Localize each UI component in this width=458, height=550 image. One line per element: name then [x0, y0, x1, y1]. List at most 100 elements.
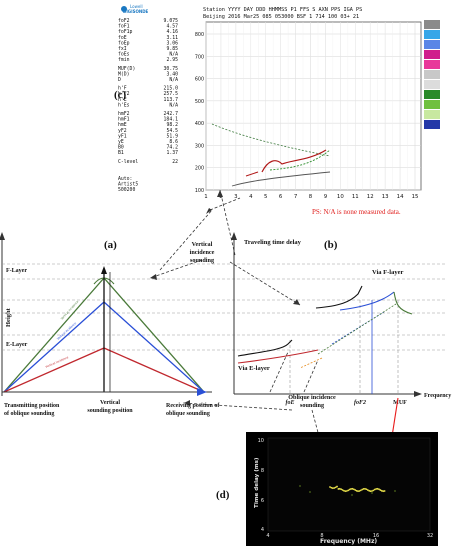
echo-dot [337, 488, 340, 490]
f-layer-label: F-Layer [6, 268, 27, 274]
x-tick-label: 4 [249, 194, 253, 200]
legend-box [424, 30, 440, 39]
param-key: foEp [118, 40, 130, 46]
via-f-label: Via F-layer [372, 269, 403, 276]
vertical-position-label-1: Vertical [100, 400, 120, 406]
echo-dot [373, 488, 376, 491]
d-ytick-10: 10 [258, 438, 264, 444]
echo-dot [358, 490, 361, 492]
echo-dot [366, 489, 369, 491]
param-value: 51.9 [166, 133, 178, 139]
x-tick-label: 3 [234, 194, 237, 200]
param-key: hmE [118, 122, 127, 128]
x-tick-label: 12 [367, 194, 374, 200]
ionogram-x-ticks: 123456789101112131415 [204, 194, 418, 200]
logo-bottom: DIGISONDE [123, 9, 149, 14]
echo-dot [368, 489, 371, 492]
param-key: MUF(D) [118, 66, 135, 72]
muf-tick: MUF [393, 400, 407, 406]
e-trace [245, 171, 259, 177]
arrow-ois-to-a [183, 402, 293, 411]
footer-line: Artist5 [118, 182, 138, 188]
parameter-list: foF2 9.075 foF1 4.57 foF1p 4.16 foE 3.11 foEp 3.0… [118, 18, 178, 165]
param-key: foF1 [118, 24, 130, 30]
param-value: 98.2 [166, 122, 178, 128]
receiving-label-1: Receiving position of [166, 403, 220, 409]
blue-dashed-arrow [331, 311, 385, 345]
echo-dot [350, 488, 352, 490]
legend-box [424, 20, 440, 29]
height-axis-arrow [0, 232, 5, 240]
logo-top: Lowell [130, 4, 143, 9]
param-value: 2.95 [166, 57, 178, 63]
param-value: 30.75 [164, 66, 179, 72]
echo-dot [331, 487, 334, 490]
green-dashed-arrow [317, 303, 397, 355]
arrow-head [293, 299, 300, 305]
echo-dot [341, 489, 344, 491]
center-labels: Vertical incidence sounding Oblique inci… [190, 241, 336, 409]
param-value: N/A [169, 77, 178, 83]
orange-dashed-arrow [299, 357, 323, 369]
echo-dot [383, 490, 386, 492]
o-trace-red [261, 149, 327, 173]
panel-c-label: (c) [114, 89, 127, 101]
connector-arrows [149, 189, 321, 441]
d-xtick-16: 16 [373, 533, 379, 539]
echo-dot [351, 487, 354, 490]
echo-dot [371, 490, 373, 492]
legend-box [424, 60, 440, 69]
e-layer-oblique-trace [237, 349, 319, 364]
param-value: 54.5 [166, 128, 178, 134]
echo-dot [329, 486, 331, 488]
footer-line: 500200 [118, 187, 135, 193]
param-value: 4.16 [166, 29, 178, 35]
panel-b: (b) Traveling time delay Frequency Via E… [231, 232, 451, 406]
param-key: foF2 [118, 18, 130, 24]
echo-dot [336, 485, 338, 488]
y-tick-label: 800 [195, 32, 204, 38]
param-key: B1 [118, 150, 124, 156]
echo-dot [361, 488, 364, 491]
param-key: hmF2 [118, 111, 130, 117]
echo-dot [333, 487, 336, 489]
param-key: foF1p [118, 29, 133, 35]
param-value: 113.7 [164, 97, 179, 103]
param-value: N/A [169, 52, 178, 58]
param-value: 3.06 [166, 40, 178, 46]
x-tick-label: 15 [412, 194, 419, 200]
d-xtick-4: 4 [266, 533, 269, 539]
x-tick-label: 8 [309, 194, 313, 200]
arrow-vis-to-b [229, 261, 301, 306]
echo-dot [309, 491, 311, 493]
oblique-echo-trace [299, 485, 396, 496]
muf-dashed-trace [211, 123, 331, 157]
echo-dot [365, 488, 368, 491]
param-key: h'F2 [118, 91, 130, 97]
echo-dot [344, 490, 347, 493]
param-key: fxI [118, 46, 127, 52]
param-key: yF1 [118, 133, 127, 139]
vertical-ray-arrow [101, 266, 107, 274]
footer-line: Auto: [118, 176, 132, 182]
d-ytick-8: 8 [261, 468, 264, 474]
arrow-head [217, 190, 223, 197]
panel-d-xlabel: Frequency (MHz) [320, 538, 377, 545]
echo-dot [351, 494, 353, 496]
echo-dot [334, 486, 337, 489]
fof2-tick: foF2 [354, 400, 366, 406]
ionogram-y-ticks: 800 700 600 500 400 300 200 100 [195, 32, 204, 194]
transmitting-label-1: Transmitting position [4, 403, 60, 409]
x-tick-label: 9 [324, 194, 328, 200]
param-key: foEs [118, 52, 130, 58]
legend-box [424, 50, 440, 59]
d-xtick-32: 32 [427, 533, 433, 539]
param-value: 74.2 [166, 145, 178, 151]
y-tick-label: 300 [195, 143, 204, 149]
param-key: hmF1 [118, 117, 130, 123]
receiving-marker [197, 388, 207, 396]
d-ytick-4: 4 [261, 527, 264, 533]
color-legend [424, 20, 440, 129]
arrow-head [150, 274, 157, 280]
